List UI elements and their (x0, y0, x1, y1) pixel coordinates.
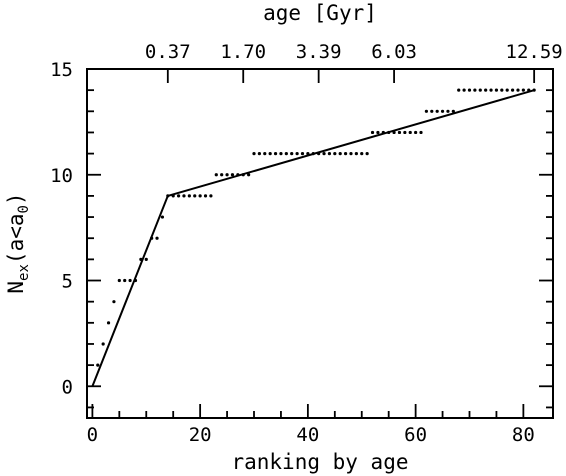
x-axis-title: ranking by age (231, 450, 408, 474)
data-point (484, 88, 488, 92)
top-tick-label: 3.39 (296, 41, 342, 63)
data-point (214, 173, 218, 177)
data-point (440, 109, 445, 113)
data-point (128, 278, 132, 283)
data-point (117, 278, 121, 283)
data-point (300, 152, 305, 156)
data-point (160, 215, 165, 219)
data-point (284, 152, 288, 156)
plot-frame (86, 68, 554, 419)
data-point (414, 130, 418, 135)
data-point (290, 152, 294, 156)
x-tick-label: 60 (404, 424, 427, 446)
plot-frame-group (86, 68, 554, 419)
data-point (430, 109, 434, 113)
data-point (273, 152, 278, 156)
top-tick-label: 6.03 (371, 41, 417, 63)
data-point (193, 194, 197, 198)
data-point (376, 130, 380, 135)
data-point (295, 152, 299, 156)
top-tick-label: 12.59 (506, 41, 563, 63)
data-point (408, 130, 412, 135)
top-axis-title: age [Gyr] (263, 1, 377, 25)
data-point (263, 152, 267, 156)
data-point (176, 194, 181, 198)
y-axis-title-main: N (4, 281, 28, 294)
y-axis-title-close: ) (4, 192, 28, 205)
data-point (521, 88, 525, 92)
data-point (473, 88, 477, 92)
x-tick-label: 0 (87, 424, 98, 446)
data-point (419, 130, 423, 135)
data-point (198, 194, 202, 198)
data-point (349, 152, 353, 156)
y-axis-title: Nex(a<a0) (4, 192, 32, 293)
data-point (225, 173, 229, 177)
data-point (505, 88, 509, 92)
data-point (333, 152, 337, 156)
y-axis-title-sub2: 0 (16, 205, 32, 213)
y-tick-label: 0 (62, 376, 73, 398)
data-point (435, 109, 439, 113)
y-axis-title-sub: ex (16, 264, 32, 281)
data-point (144, 257, 148, 261)
data-point (446, 109, 450, 113)
data-point (397, 130, 402, 135)
data-point (360, 152, 364, 156)
data-point (354, 152, 358, 156)
data-point (252, 152, 256, 156)
data-point (106, 321, 111, 325)
data-point (370, 130, 375, 135)
data-point (230, 173, 235, 177)
data-point (322, 152, 326, 156)
data-point (365, 152, 369, 156)
data-points (96, 88, 536, 367)
tick-labels: 0 20 40 60 80 0 5 10 15 0.37 1.70 3.39 6.03 12.59 (50, 41, 563, 446)
tick-marks (87, 68, 553, 418)
data-point (279, 152, 283, 156)
data-point (257, 152, 261, 156)
y-tick-label: 5 (62, 271, 73, 293)
data-point (457, 88, 461, 92)
data-point (155, 236, 159, 240)
x-tick-label: 20 (189, 424, 212, 446)
data-point (182, 194, 186, 198)
top-tick-label: 1.70 (220, 41, 266, 63)
data-point (112, 300, 116, 304)
data-point (516, 88, 520, 92)
data-point (500, 88, 504, 92)
data-point (510, 88, 515, 92)
y-tick-label: 10 (50, 165, 73, 187)
data-point (96, 363, 100, 367)
x-tick-label: 40 (296, 424, 319, 446)
x-tick-label: 80 (512, 424, 535, 446)
data-point (123, 278, 127, 283)
data-point (187, 194, 191, 198)
data-point (343, 152, 348, 156)
data-point (478, 88, 482, 92)
top-tick-label: 0.37 (145, 41, 191, 63)
y-axis-title-open: (a<a (4, 214, 28, 265)
data-point (424, 109, 428, 113)
data-point (403, 130, 407, 135)
data-point (451, 109, 455, 113)
data-point (209, 194, 213, 198)
data-point (467, 88, 472, 92)
data-point (327, 152, 332, 156)
data-point (101, 342, 105, 346)
data-point (489, 88, 493, 92)
data-point (462, 88, 466, 92)
data-point (247, 173, 251, 177)
data-point (220, 173, 224, 177)
data-point (494, 88, 499, 92)
data-point (268, 152, 272, 156)
fit-line-group (91, 89, 535, 387)
fit-line (91, 89, 535, 387)
data-point (338, 152, 342, 156)
y-tick-label: 15 (50, 59, 73, 81)
data-point (203, 194, 208, 198)
